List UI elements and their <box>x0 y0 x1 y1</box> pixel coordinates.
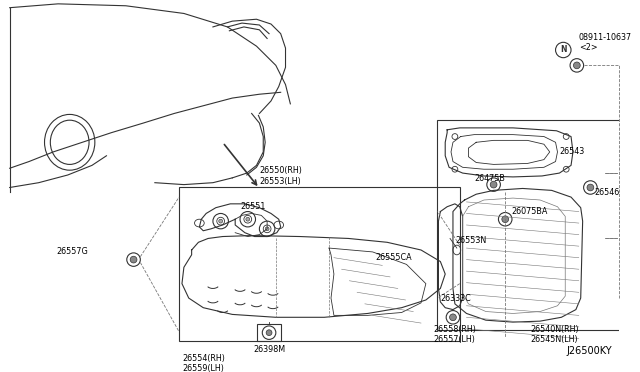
Text: 26558(RH)
26557(LH): 26558(RH) 26557(LH) <box>433 325 476 344</box>
Text: 26546: 26546 <box>595 188 620 197</box>
Ellipse shape <box>265 227 269 231</box>
Bar <box>179 187 460 341</box>
Circle shape <box>587 184 594 191</box>
Circle shape <box>502 216 509 222</box>
Bar <box>257 324 281 341</box>
Text: 26475B: 26475B <box>474 174 505 183</box>
Text: 26557G: 26557G <box>56 247 88 256</box>
Text: 26551: 26551 <box>240 202 266 211</box>
Circle shape <box>130 256 137 263</box>
Text: 26550(RH)
26553(LH): 26550(RH) 26553(LH) <box>259 166 302 186</box>
Text: 26554(RH)
26559(LH): 26554(RH) 26559(LH) <box>182 354 225 372</box>
Text: 26398M: 26398M <box>253 346 285 355</box>
Text: 26543: 26543 <box>559 147 585 156</box>
Circle shape <box>573 62 580 69</box>
Circle shape <box>490 181 497 188</box>
Text: N: N <box>560 45 566 55</box>
Text: 26555CA: 26555CA <box>376 253 412 262</box>
Ellipse shape <box>219 219 223 223</box>
Text: 08911-10637
<2>: 08911-10637 <2> <box>579 33 632 52</box>
Text: 26075BA: 26075BA <box>511 207 547 216</box>
Text: 26333C: 26333C <box>440 294 471 302</box>
Bar <box>438 120 626 330</box>
Circle shape <box>266 330 272 336</box>
Text: J26500KY: J26500KY <box>566 346 612 356</box>
Text: 26540N(RH)
26545N(LH): 26540N(RH) 26545N(LH) <box>531 325 579 344</box>
Ellipse shape <box>246 217 250 221</box>
Circle shape <box>449 314 456 321</box>
Text: 26553N: 26553N <box>455 236 486 245</box>
